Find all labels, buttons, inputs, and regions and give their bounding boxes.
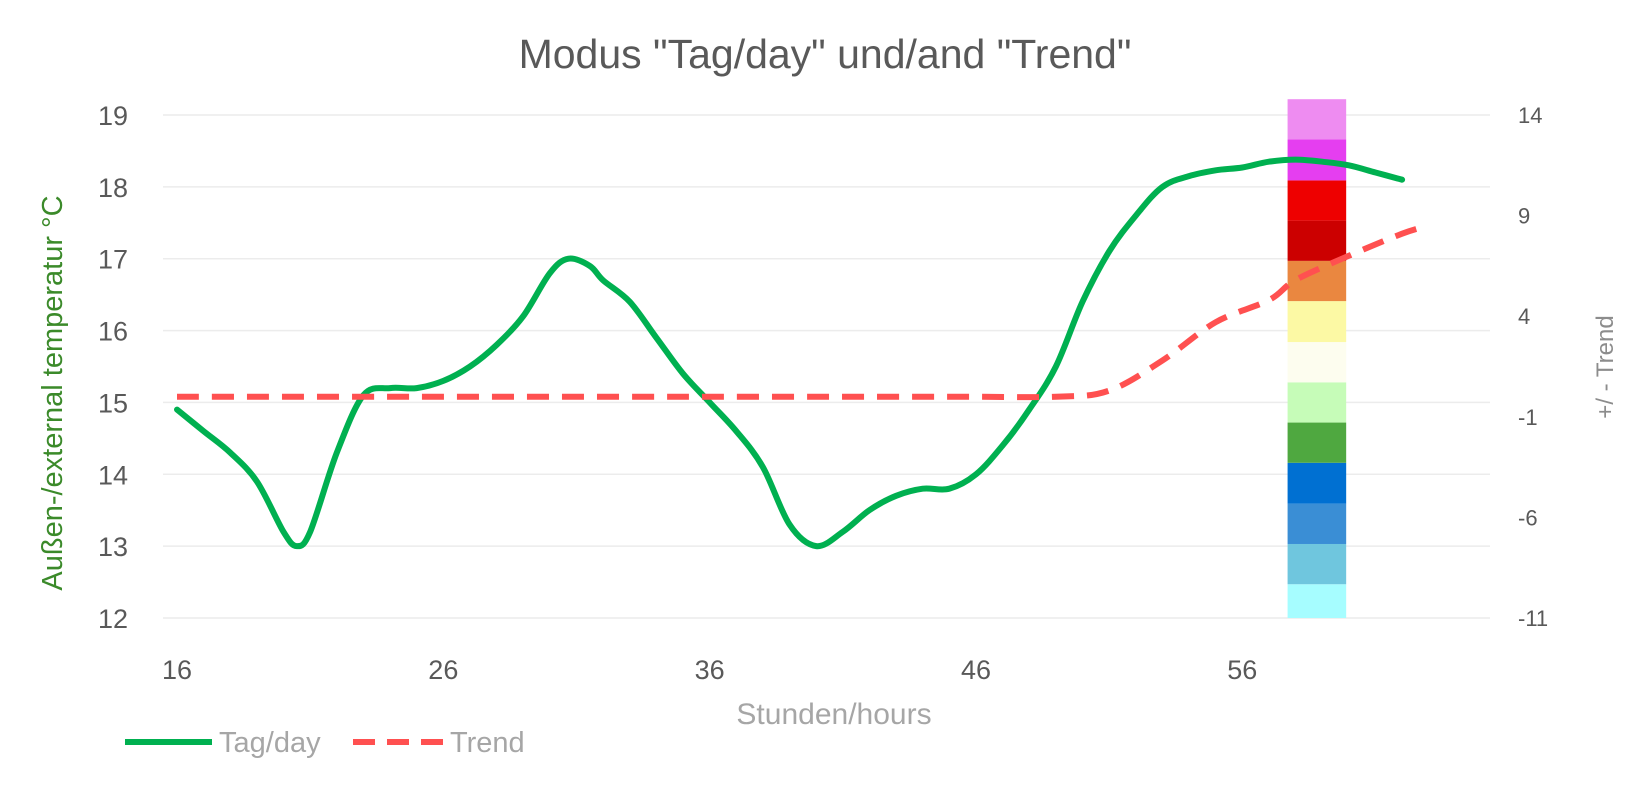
legend-label-tag-day: Tag/day: [219, 727, 321, 759]
x-axis-ticks: 16 26 36 46 56: [162, 655, 1257, 685]
color-band-2: [1287, 503, 1347, 544]
x-axis-title: Stunden/hours: [736, 698, 931, 731]
legend-label-trend: Trend: [450, 727, 525, 759]
color-band-6: [1287, 342, 1347, 383]
y-tick-17: 17: [98, 245, 128, 275]
color-band-12: [1287, 99, 1347, 140]
color-band-5: [1287, 382, 1347, 423]
series-line-trend: [177, 222, 1430, 401]
color-band-1: [1287, 543, 1347, 585]
chart-title: Modus "Tag/day" und/and "Trend": [519, 31, 1132, 77]
y2-tick--11: -11: [1518, 606, 1548, 631]
x-tick-56: 56: [1227, 655, 1257, 685]
legend: Tag/day Trend: [125, 727, 525, 759]
y-tick-16: 16: [98, 317, 128, 347]
x-tick-16: 16: [162, 655, 192, 685]
y-axis-ticks: 12 13 14 15 16 17 18 19: [98, 101, 128, 634]
y2-tick-14: 14: [1518, 103, 1542, 128]
y-axis-title: Außen-/external temperatur °C: [37, 195, 69, 590]
color-scale: [1287, 99, 1347, 618]
x-tick-46: 46: [961, 655, 991, 685]
color-band-9: [1287, 220, 1347, 261]
gridlines: [163, 114, 1490, 619]
x-tick-36: 36: [695, 655, 725, 685]
y-tick-15: 15: [98, 388, 128, 418]
y-tick-14: 14: [98, 460, 128, 490]
y-tick-13: 13: [98, 532, 128, 562]
color-band-0: [1287, 584, 1347, 618]
y-tick-19: 19: [98, 101, 128, 131]
series-lines: [174, 156, 1430, 550]
color-band-3: [1287, 462, 1347, 504]
y2-tick--1: -1: [1518, 405, 1538, 430]
color-band-10: [1287, 180, 1347, 221]
y2-tick-9: 9: [1518, 204, 1530, 229]
x-tick-26: 26: [428, 655, 458, 685]
series-line-tag-day: [174, 156, 1406, 550]
y2-axis-ticks: -11 -6 -1 4 9 14: [1518, 103, 1548, 631]
color-band-7: [1287, 301, 1347, 343]
y2-tick-4: 4: [1518, 304, 1530, 329]
y2-tick--6: -6: [1518, 505, 1538, 530]
y-tick-12: 12: [98, 604, 128, 634]
color-band-4: [1287, 422, 1347, 463]
y-tick-18: 18: [98, 173, 128, 203]
y2-axis-title: +/ - Trend: [1592, 315, 1619, 418]
